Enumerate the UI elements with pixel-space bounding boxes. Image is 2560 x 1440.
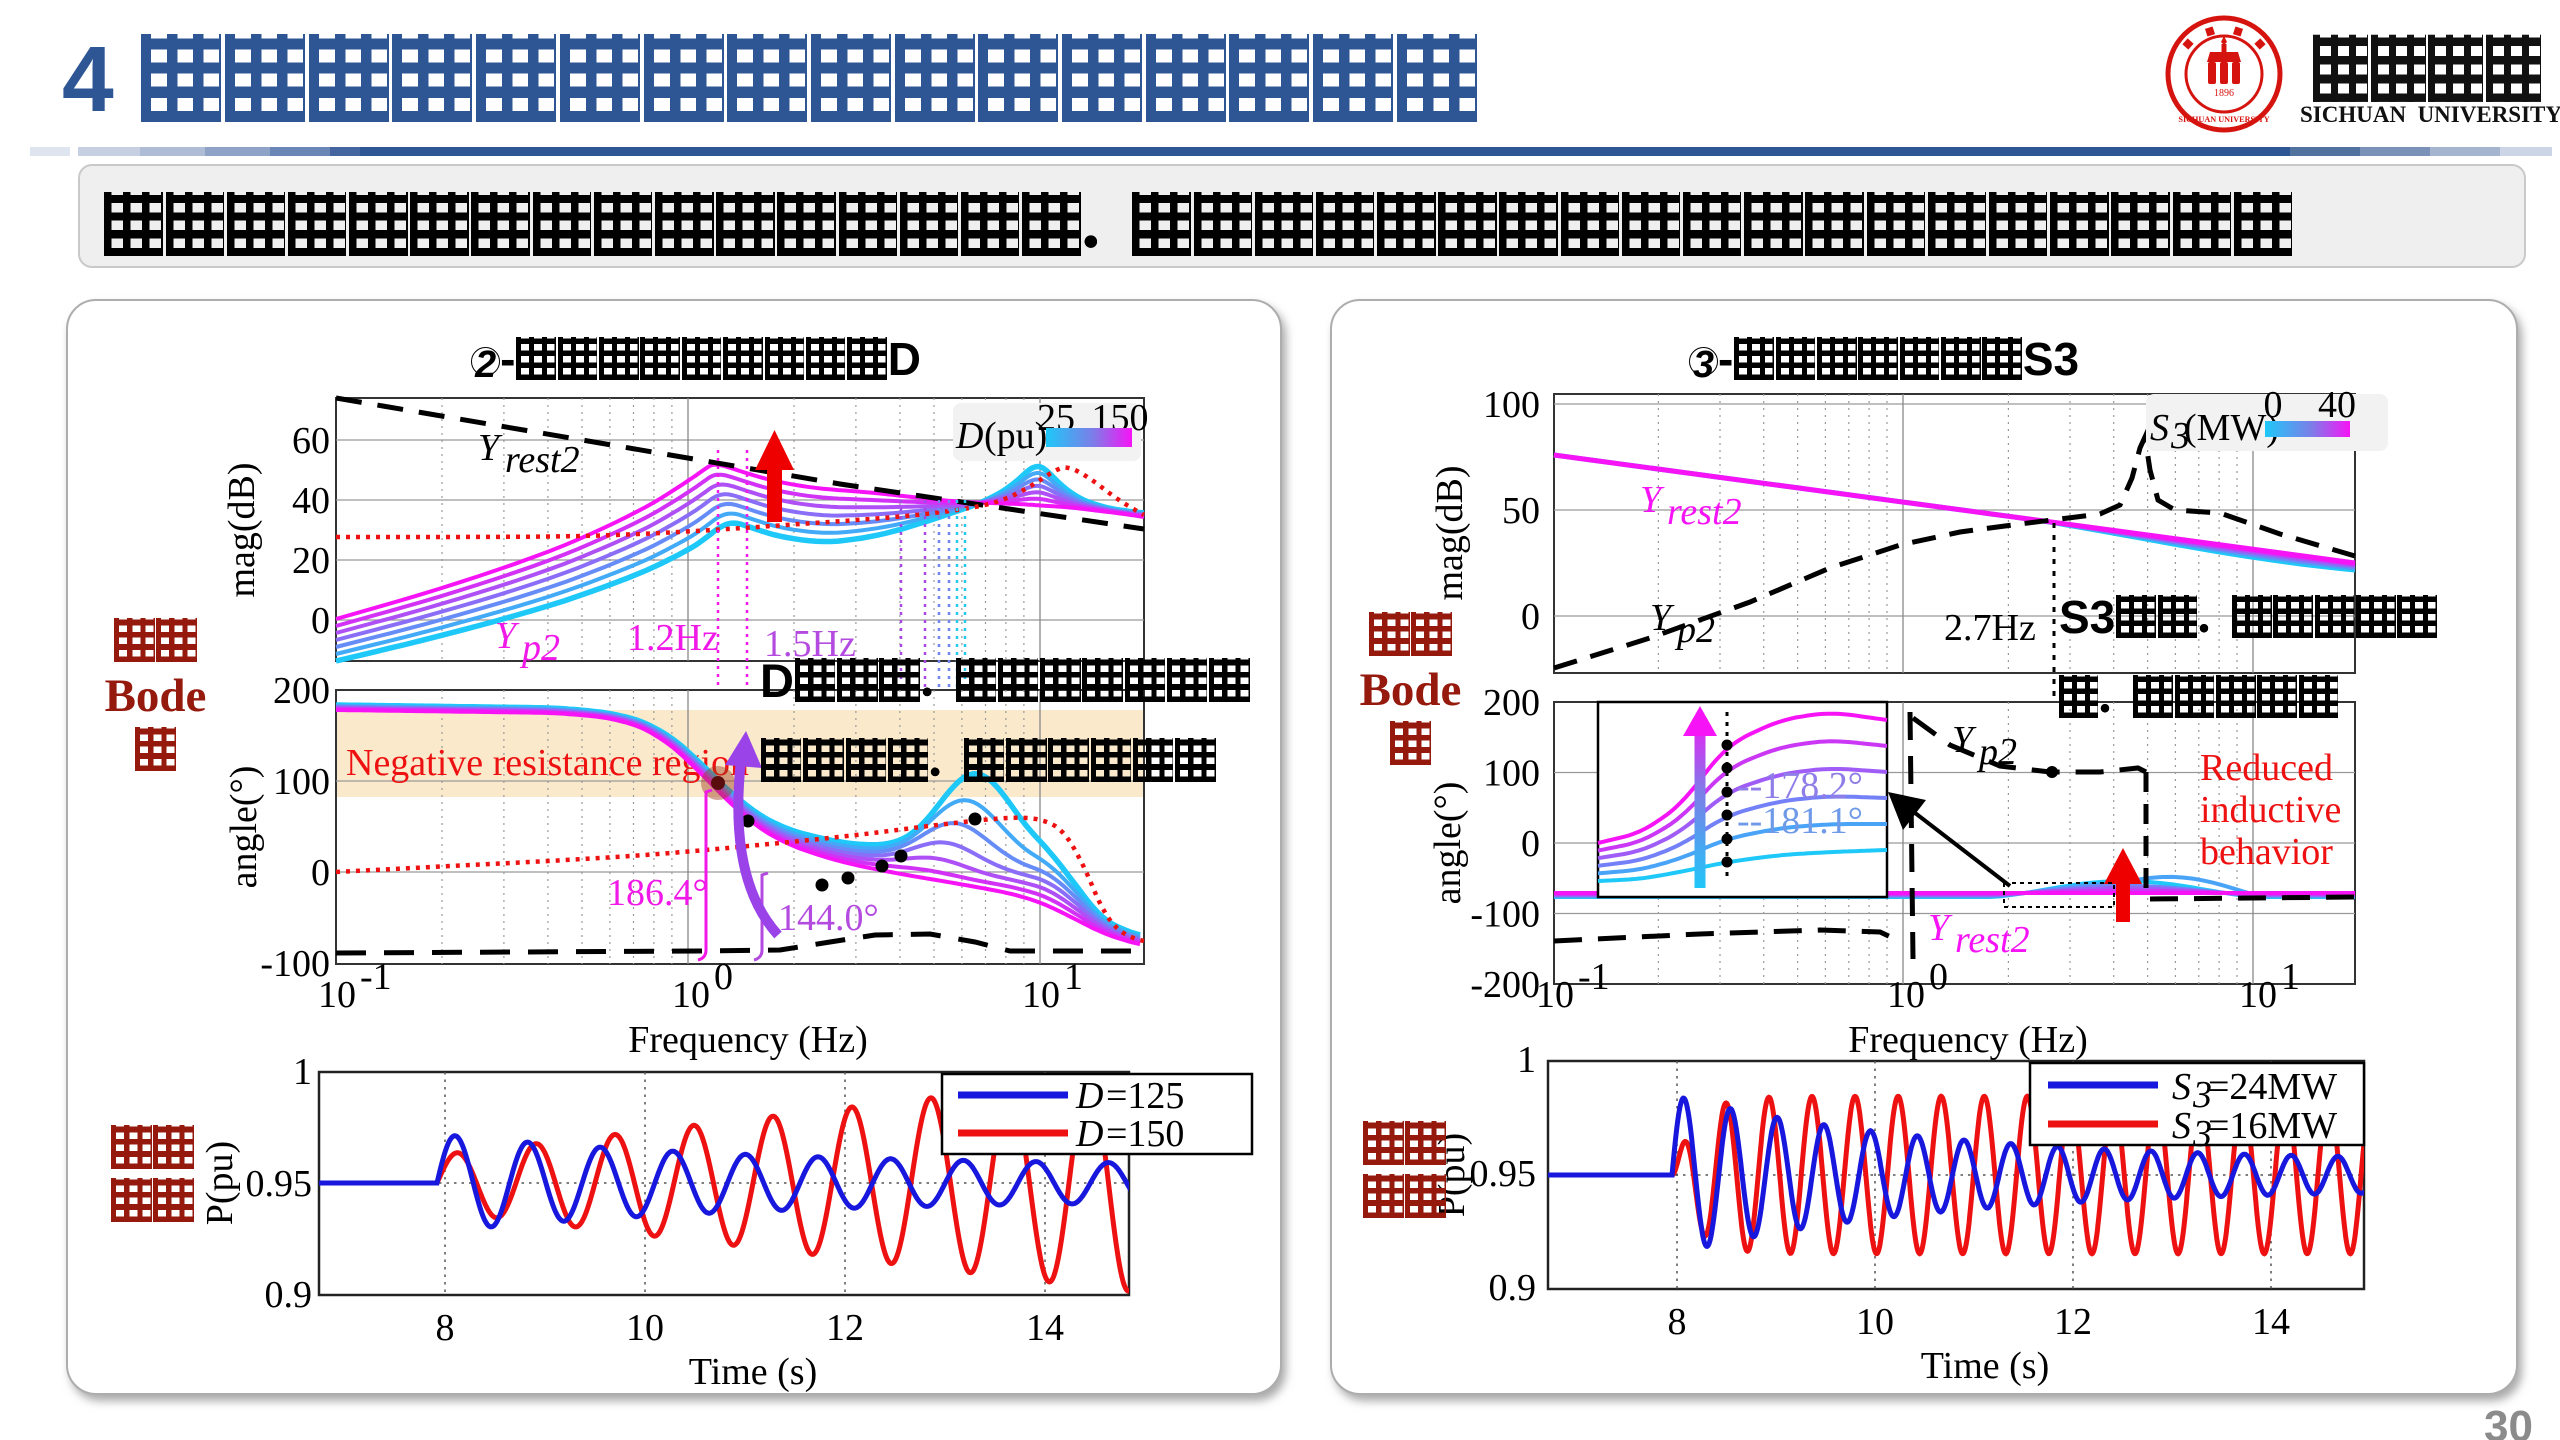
svg-text:S: S xyxy=(2172,1105,2191,1147)
svg-text:-200: -200 xyxy=(1470,964,1540,1006)
svg-text:12: 12 xyxy=(826,1307,864,1349)
svg-text:1: 1 xyxy=(1064,956,1083,998)
svg-text:3: 3 xyxy=(2170,415,2190,457)
svg-text:Y: Y xyxy=(1928,907,1953,949)
svg-text:10: 10 xyxy=(626,1307,664,1349)
svg-text:14: 14 xyxy=(1026,1307,1064,1349)
svg-text:40: 40 xyxy=(292,480,330,522)
svg-text:0: 0 xyxy=(2264,384,2283,426)
svg-text:100: 100 xyxy=(1483,753,1540,795)
svg-text:186.4°: 186.4° xyxy=(607,872,708,914)
svg-text:-1: -1 xyxy=(360,956,392,998)
svg-text:--181.1°: --181.1° xyxy=(1737,800,1863,842)
svg-text:D: D xyxy=(1075,1075,1103,1117)
svg-text:Y: Y xyxy=(478,427,503,469)
svg-text:1: 1 xyxy=(2281,956,2300,998)
svg-text:-100: -100 xyxy=(1470,894,1540,936)
svg-text:0: 0 xyxy=(1521,596,1540,638)
svg-text:1.2Hz: 1.2Hz xyxy=(627,617,719,659)
svg-text:0.9: 0.9 xyxy=(265,1274,313,1316)
svg-text:S: S xyxy=(2172,1066,2191,1108)
svg-text:rest2: rest2 xyxy=(1667,491,1742,533)
svg-text:-1: -1 xyxy=(1578,956,1610,998)
svg-text:inductive: inductive xyxy=(2200,789,2341,831)
svg-text:10: 10 xyxy=(1856,1301,1894,1343)
svg-text:Y: Y xyxy=(1650,597,1675,639)
svg-text:Frequency (Hz): Frequency (Hz) xyxy=(628,1019,868,1061)
svg-text:60: 60 xyxy=(292,420,330,462)
svg-text:-100: -100 xyxy=(260,943,330,985)
svg-text:3: 3 xyxy=(2192,1074,2212,1116)
svg-text:Frequency (Hz): Frequency (Hz) xyxy=(1848,1019,2088,1061)
svg-text:200: 200 xyxy=(1483,682,1540,724)
svg-text:Time (s): Time (s) xyxy=(689,1351,817,1393)
svg-text:(pu): (pu) xyxy=(984,415,1047,457)
svg-text:12: 12 xyxy=(2054,1301,2092,1343)
svg-text:200: 200 xyxy=(273,670,330,712)
svg-text:1: 1 xyxy=(1517,1039,1536,1081)
svg-text:1: 1 xyxy=(293,1051,312,1093)
svg-text:D: D xyxy=(955,415,983,457)
svg-text:0: 0 xyxy=(1929,956,1948,998)
svg-text:Y: Y xyxy=(1640,479,1665,521)
svg-text:2.7Hz: 2.7Hz xyxy=(1944,607,2036,649)
svg-text:10: 10 xyxy=(2239,974,2277,1016)
svg-text:8: 8 xyxy=(436,1307,455,1349)
svg-text:rest2: rest2 xyxy=(1955,919,2030,961)
svg-text:Reduced: Reduced xyxy=(2200,747,2333,789)
svg-text:0: 0 xyxy=(1521,823,1540,865)
svg-text:p2: p2 xyxy=(1976,731,2017,773)
svg-text:(MW): (MW) xyxy=(2184,407,2279,449)
svg-text:angle(°): angle(°) xyxy=(1427,782,1469,905)
svg-text:=24MW: =24MW xyxy=(2208,1066,2337,1108)
svg-text:=16MW: =16MW xyxy=(2208,1105,2337,1147)
svg-text:1.5Hz: 1.5Hz xyxy=(764,623,856,665)
svg-text:100: 100 xyxy=(1483,384,1540,426)
svg-text:10: 10 xyxy=(1022,974,1060,1016)
svg-text:10: 10 xyxy=(672,974,710,1016)
svg-text:0: 0 xyxy=(311,852,330,894)
svg-text:Y: Y xyxy=(495,615,520,657)
svg-text:10: 10 xyxy=(1536,974,1574,1016)
svg-text:rest2: rest2 xyxy=(505,439,580,481)
svg-text:50: 50 xyxy=(1502,490,1540,532)
svg-text:behavior: behavior xyxy=(2200,831,2333,873)
svg-text:0.95: 0.95 xyxy=(1470,1153,1537,1195)
svg-text:144.0°: 144.0° xyxy=(778,897,879,939)
svg-text:0.9: 0.9 xyxy=(1489,1267,1537,1309)
svg-text:10: 10 xyxy=(1887,974,1925,1016)
svg-text:S: S xyxy=(2150,407,2169,449)
svg-text:SICHUAN UNIVERSITY: SICHUAN UNIVERSITY xyxy=(2178,115,2269,124)
svg-text:20: 20 xyxy=(292,540,330,582)
svg-text:Time (s): Time (s) xyxy=(1921,1345,2049,1387)
svg-text:8: 8 xyxy=(1668,1301,1687,1343)
svg-text:40: 40 xyxy=(2318,384,2356,426)
svg-text:=150: =150 xyxy=(1106,1113,1184,1155)
svg-text:mag(dB): mag(dB) xyxy=(221,462,263,597)
svg-text:--178.2°: --178.2° xyxy=(1737,765,1863,807)
svg-text:p2: p2 xyxy=(519,627,560,669)
svg-text:=125: =125 xyxy=(1106,1075,1184,1117)
svg-text:D: D xyxy=(1075,1113,1103,1155)
svg-text:0: 0 xyxy=(714,956,733,998)
svg-text:14: 14 xyxy=(2252,1301,2290,1343)
svg-text:100: 100 xyxy=(273,761,330,803)
svg-text:Y: Y xyxy=(1952,719,1977,761)
svg-text:p2: p2 xyxy=(1674,609,1715,651)
svg-text:angle(°): angle(°) xyxy=(223,766,265,889)
svg-text:P(pu): P(pu) xyxy=(199,1141,241,1225)
svg-text:1896: 1896 xyxy=(2214,88,2234,99)
svg-text:0: 0 xyxy=(311,600,330,642)
svg-text:3: 3 xyxy=(2192,1113,2212,1155)
svg-text:mag(dB): mag(dB) xyxy=(1429,465,1471,600)
svg-text:0.95: 0.95 xyxy=(246,1163,313,1205)
svg-text:10: 10 xyxy=(318,974,356,1016)
